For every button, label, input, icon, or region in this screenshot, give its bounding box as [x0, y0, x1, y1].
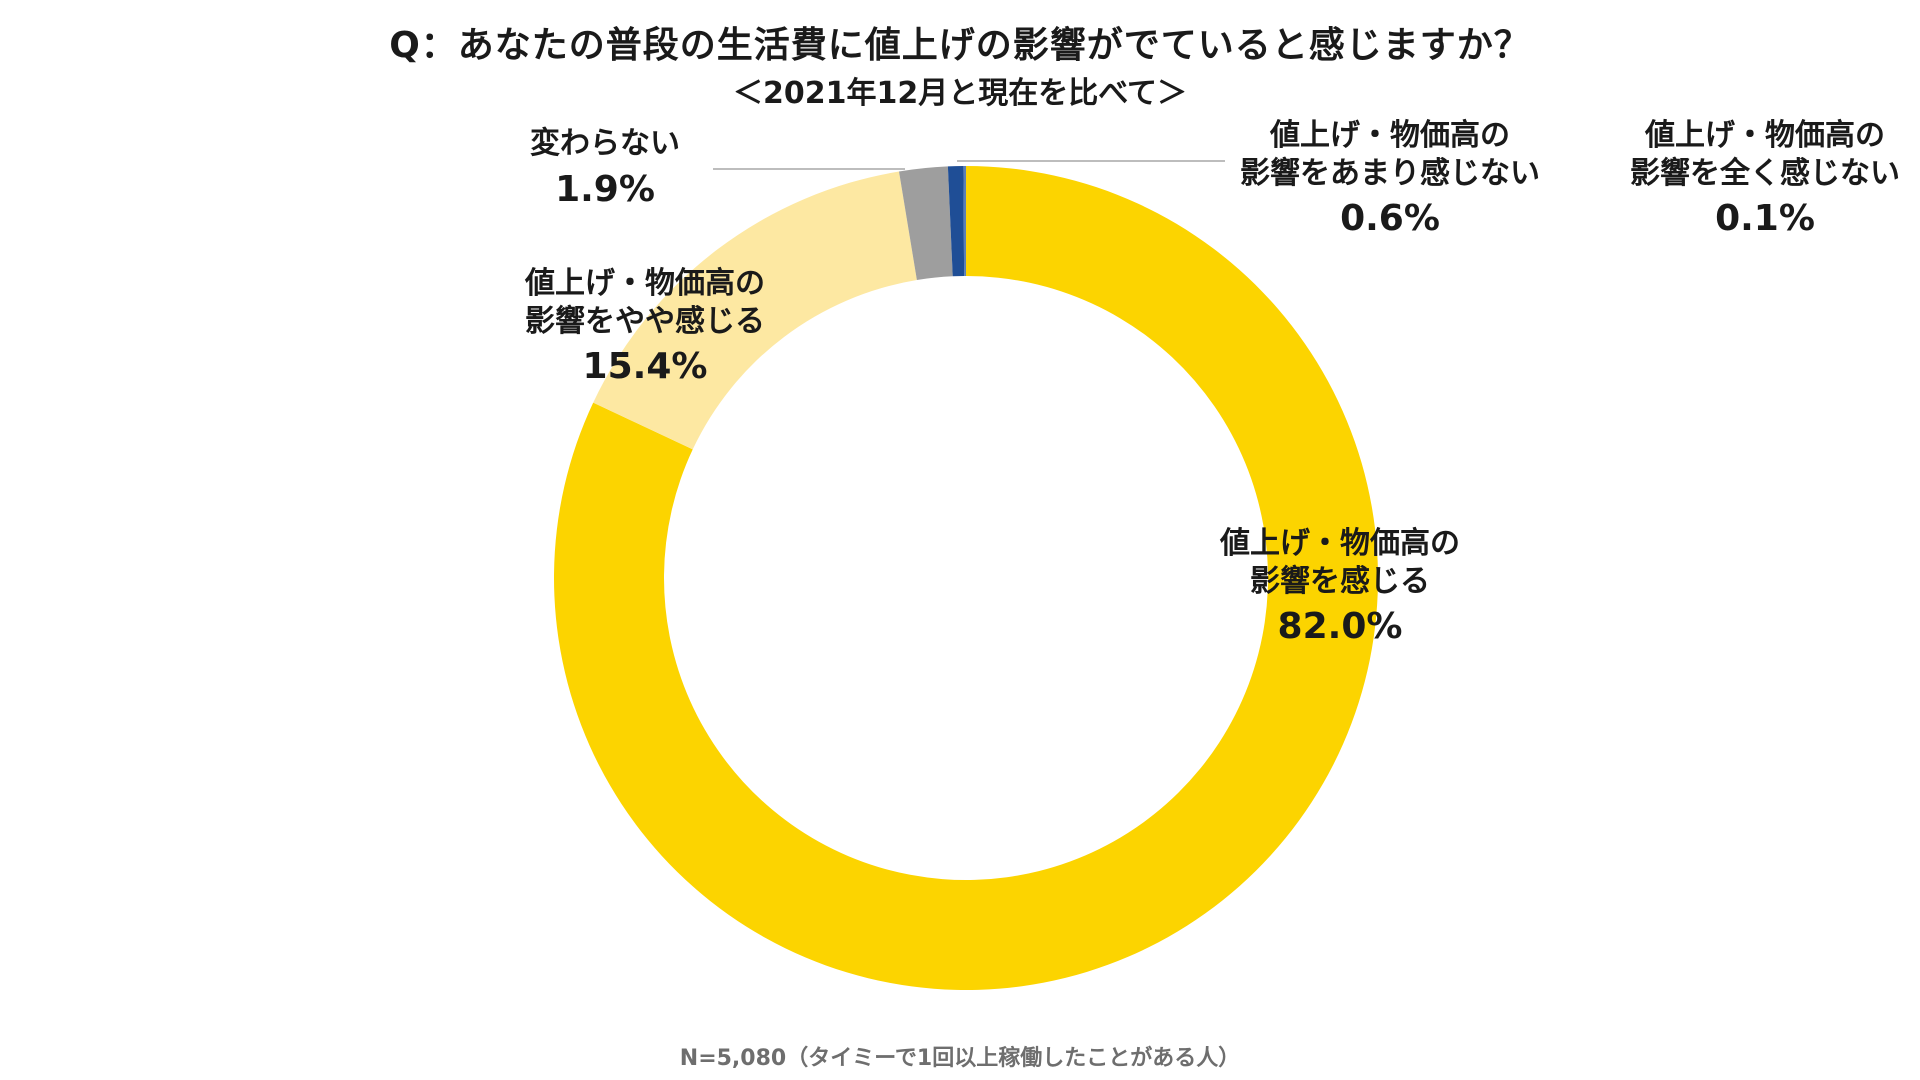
slice-label-4-line-0: 値上げ・物価高の: [1645, 118, 1885, 153]
sample-size-note: N=5,080（タイミーで1回以上稼働したことがある人）: [679, 1046, 1241, 1071]
slice-label-3-line-0: 値上げ・物価高の: [1270, 118, 1510, 153]
slice-label-3-line-1: 影響をあまり感じない: [1240, 155, 1540, 191]
slice-label-0-line-1: 影響を感じる: [1250, 563, 1430, 599]
slice-label-4: 値上げ・物価高の 影響を全く感じない 0.1%: [1605, 117, 1920, 241]
slice-label-3: 値上げ・物価高の 影響をあまり感じない 0.6%: [1230, 117, 1550, 241]
chart-subtitle: ＜2021年12月と現在を比べて＞: [732, 76, 1188, 111]
slice-label-2-line-0: 変わらない: [530, 126, 680, 161]
slice-value-2: 1.9%: [555, 168, 655, 210]
slice-2: [898, 166, 953, 281]
slice-value-3: 0.6%: [1340, 198, 1440, 239]
slice-value-1: 15.4%: [582, 346, 708, 387]
slice-label-0: 値上げ・物価高の 影響を感じる 82.0%: [1190, 525, 1490, 649]
slice-3: [947, 166, 965, 277]
slice-4: [963, 166, 966, 277]
slice-label-1-line-0: 値上げ・物価高の: [525, 266, 765, 301]
slice-label-2: 変わらない 1.9%: [465, 125, 745, 212]
slice-value-4: 0.1%: [1715, 198, 1815, 239]
slice-label-0-line-0: 値上げ・物価高の: [1220, 526, 1460, 561]
slice-label-1: 値上げ・物価高の 影響をやや感じる 15.4%: [495, 265, 795, 389]
slice-label-4-line-1: 影響を全く感じない: [1630, 155, 1900, 191]
slice-1: [593, 171, 917, 450]
slice-value-0: 82.0%: [1277, 606, 1403, 647]
chart-title: Q：あなたの普段の生活費に値上げの影響がでていると感じますか？: [389, 25, 1531, 66]
slice-label-1-line-1: 影響をやや感じる: [525, 303, 765, 339]
